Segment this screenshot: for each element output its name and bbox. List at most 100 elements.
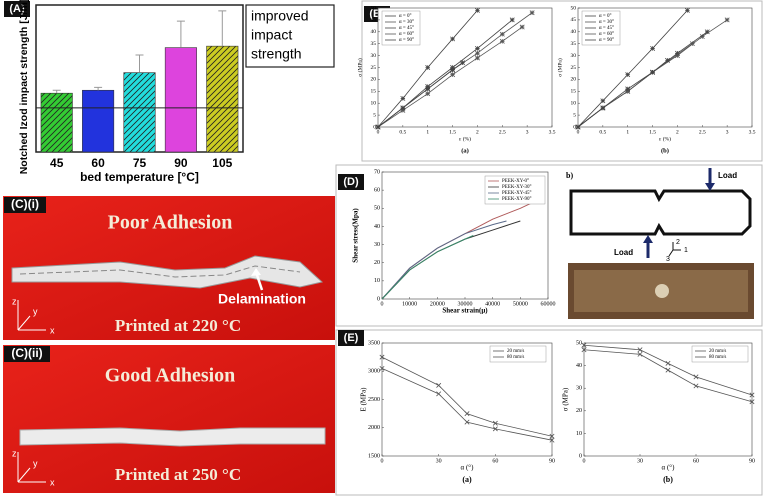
point-marker — [492, 420, 498, 426]
point-marker — [509, 17, 515, 23]
x-tick-label: 1 — [626, 129, 629, 135]
axis-name: z — [12, 296, 17, 306]
point-marker — [379, 354, 385, 360]
point-marker — [650, 45, 656, 51]
error-bar — [135, 54, 144, 73]
y-tick-label: 40 — [371, 29, 377, 35]
y-axis-label: σ (MPa) — [556, 58, 563, 77]
label-box — [4, 197, 46, 213]
legend-label: α = 30° — [599, 20, 614, 25]
y-tick-label: 10 — [371, 100, 377, 106]
x-axis-label: ε (%) — [459, 135, 471, 142]
y-tick-label: 45 — [571, 17, 577, 23]
x-tick-label: 1.5 — [449, 129, 456, 135]
y-tick-label: 30 — [374, 242, 380, 248]
panel-frame — [361, 0, 763, 162]
y-tick-label: 40 — [374, 224, 380, 230]
point-marker — [600, 105, 606, 111]
y-tick-label: 35 — [571, 41, 577, 47]
axis-name: 3 — [666, 256, 670, 263]
subtitle: (a) — [461, 147, 469, 154]
x-tick-label: 105 — [212, 156, 232, 170]
point-marker — [749, 399, 755, 405]
specimen-outline — [569, 189, 752, 236]
x-tick-label: 45 — [50, 156, 64, 170]
point-marker — [499, 38, 505, 44]
annotation: strength — [251, 46, 302, 62]
y-tick-label: 0 — [573, 124, 576, 130]
y-tick-label: 30 — [576, 386, 582, 392]
x-axis-label: ε (%) — [659, 135, 671, 142]
label-box — [4, 346, 50, 362]
photo-title: Good Adhesion — [105, 365, 236, 387]
point-marker — [575, 124, 581, 130]
point-marker — [665, 57, 670, 63]
bar — [164, 47, 197, 153]
x-tick-label: 0 — [583, 458, 586, 464]
photo-title: Poor Adhesion — [108, 212, 233, 234]
panel-frame — [335, 164, 763, 327]
y-tick-label: 5 — [573, 112, 576, 118]
y-axis-label: σ (MPa) — [562, 387, 570, 411]
point-marker — [665, 367, 671, 373]
annotation-box — [245, 4, 335, 68]
point-marker — [693, 374, 699, 380]
point-marker — [625, 72, 631, 78]
error-bar — [176, 20, 185, 48]
panel-label: (C)(ii) — [11, 346, 42, 360]
legend-label: α = 60° — [399, 32, 414, 37]
point-marker — [581, 342, 587, 348]
point-marker — [499, 31, 505, 37]
y-tick-label: 0 — [373, 124, 376, 130]
legend-label: α = 0° — [399, 14, 411, 19]
x-tick-label: 0 — [381, 458, 384, 464]
delamination-gap — [19, 265, 301, 278]
load-label: Load — [718, 171, 737, 180]
axes-icon — [17, 452, 46, 483]
x-tick-label: 3 — [726, 129, 729, 135]
point-marker — [519, 24, 525, 30]
point-marker — [436, 391, 442, 397]
bar — [206, 45, 239, 153]
specimen — [19, 427, 326, 447]
axis-name: 2 — [676, 239, 680, 246]
axes-icon — [17, 300, 46, 331]
legend-label: PEEK-XY-90° — [502, 197, 532, 202]
point-marker — [425, 91, 431, 97]
point-marker — [704, 29, 710, 35]
legend-label: PEEK-XY-0° — [502, 179, 529, 184]
x-tick-label: 30 — [637, 458, 643, 464]
point-marker — [460, 60, 465, 66]
legend-label: 20 mm/s — [507, 349, 524, 354]
point-marker — [625, 86, 631, 92]
x-tick-label: 60 — [91, 156, 105, 170]
y-tick-label: 0 — [377, 296, 380, 302]
x-tick-label: 75 — [133, 156, 147, 170]
point-marker — [450, 72, 456, 78]
load-label: Load — [614, 248, 633, 257]
x-tick-label: 30 — [436, 458, 442, 464]
y-tick-label: 20 — [374, 260, 380, 266]
arrow-head — [643, 235, 653, 243]
y-axis-label: Notched Izod impact strength [J/m] — [18, 0, 30, 174]
point-marker — [689, 41, 695, 47]
point-marker — [625, 88, 631, 94]
legend-label: α = 0° — [599, 14, 611, 19]
x-tick-label: 3.5 — [749, 129, 756, 135]
legend-label: α = 60° — [599, 32, 614, 37]
y-tick-label: 40 — [576, 363, 582, 369]
photo-caption: Printed at 220 °C — [115, 316, 241, 335]
y-tick-label: 70 — [374, 169, 380, 175]
point-marker — [637, 351, 643, 357]
y-axis-label: σ (MPa) — [356, 58, 363, 77]
point-marker — [693, 383, 699, 389]
point-marker — [425, 65, 431, 70]
x-tick-label: 0 — [381, 301, 384, 307]
annotation: Delamination — [218, 291, 306, 307]
x-tick-label: 0.5 — [599, 129, 606, 135]
point-marker — [474, 50, 480, 56]
series-line — [381, 235, 474, 300]
axis-name: x — [50, 477, 55, 487]
x-tick-label: 60 — [492, 458, 498, 464]
